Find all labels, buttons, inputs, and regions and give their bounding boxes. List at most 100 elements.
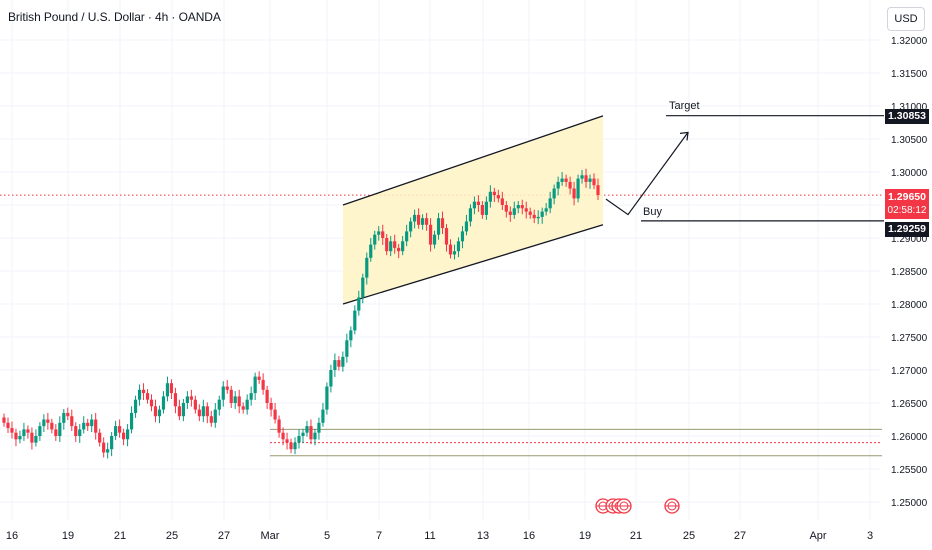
x-tick-label: 25 <box>683 530 695 542</box>
candle-body <box>277 419 281 433</box>
candle-body <box>2 417 6 423</box>
candle-body <box>94 419 98 433</box>
candle-body <box>508 211 512 215</box>
candle-body <box>141 389 146 394</box>
x-tick-label: 19 <box>579 530 591 542</box>
y-tick-label: 1.28000 <box>891 300 928 311</box>
candle-body <box>596 185 600 196</box>
candle-body <box>504 205 508 212</box>
candle-body <box>265 389 269 403</box>
candle-body <box>524 208 528 212</box>
candle-body <box>26 429 30 433</box>
projection-arrowhead <box>679 131 689 141</box>
candle-body <box>576 178 580 199</box>
candle-body <box>444 228 449 245</box>
candle-body <box>129 412 134 430</box>
channel-fill <box>343 115 603 305</box>
buy-annotation[interactable]: Buy <box>643 206 662 218</box>
candle-body <box>157 409 162 417</box>
event-icons[interactable] <box>595 498 680 514</box>
candle-body <box>285 439 289 443</box>
candle-body <box>114 426 118 436</box>
candle-body <box>452 251 457 255</box>
y-tick-label: 1.31500 <box>891 69 928 80</box>
candle-body <box>14 432 18 440</box>
candle-body <box>42 419 46 427</box>
candle-body <box>249 393 253 400</box>
candle-body <box>464 221 469 232</box>
channel-upper-line <box>342 115 604 206</box>
currency-button[interactable]: USD <box>887 7 925 31</box>
candle-body <box>409 221 413 232</box>
target-price-label: 1.30853 <box>885 109 929 124</box>
candle-body <box>381 231 385 238</box>
candle-body <box>480 205 484 215</box>
candle-body <box>189 396 193 400</box>
candle-body <box>281 432 285 440</box>
candle-body <box>225 386 229 390</box>
candle-body <box>432 234 437 245</box>
candle-body <box>325 386 329 410</box>
candle-body <box>213 409 217 423</box>
target-annotation[interactable]: Target <box>669 100 700 112</box>
candle-body <box>568 181 572 189</box>
x-tick-label: Mar <box>261 530 280 542</box>
x-tick-label: 16 <box>6 530 18 542</box>
candle-body <box>369 244 373 258</box>
candle-body <box>417 214 421 225</box>
candle-body <box>241 406 245 410</box>
candle-body <box>317 422 321 433</box>
candle-body <box>201 406 205 417</box>
candles <box>2 168 600 459</box>
ascending-channel[interactable] <box>342 115 604 305</box>
candle-body <box>337 360 341 367</box>
candle-body <box>349 330 353 341</box>
y-tick-label: 1.30500 <box>891 135 928 146</box>
candle-body <box>560 178 564 182</box>
price-axis[interactable]: 1.320001.315001.310001.305001.300001.295… <box>891 36 928 509</box>
candle-body <box>153 406 158 417</box>
economic-event-icon[interactable] <box>664 498 680 514</box>
candle-body <box>440 218 445 229</box>
candle-body <box>173 393 178 407</box>
candle-body <box>428 224 433 245</box>
candle-body <box>572 188 576 199</box>
candle-body <box>468 208 473 222</box>
x-tick-label: 19 <box>62 530 74 542</box>
candle-body <box>137 389 142 400</box>
y-tick-label: 1.30000 <box>891 168 928 179</box>
candle-body <box>405 231 409 242</box>
candle-body <box>145 393 150 400</box>
candle-body <box>98 432 102 443</box>
candle-body <box>74 426 78 436</box>
candle-body <box>305 426 309 433</box>
candle-body <box>460 231 465 242</box>
candle-body <box>118 426 122 433</box>
y-tick-label: 1.27500 <box>891 333 928 344</box>
candle-body <box>564 178 568 182</box>
candle-body <box>484 201 488 215</box>
candle-body <box>30 432 34 443</box>
candle-body <box>78 429 82 436</box>
candle-body <box>309 426 313 440</box>
candle-body <box>54 429 58 436</box>
candle-body <box>82 422 86 430</box>
candle-body <box>46 419 50 423</box>
candle-body <box>261 379 265 390</box>
candle-body <box>528 211 532 215</box>
drawings[interactable] <box>605 115 884 222</box>
x-tick-label: 5 <box>324 530 330 542</box>
candle-body <box>269 403 273 410</box>
x-tick-label: 11 <box>424 530 435 542</box>
candle-body <box>197 409 201 417</box>
chart-title: British Pound / U.S. Dollar · 4h · OANDA <box>8 10 221 24</box>
y-tick-label: 1.32000 <box>891 36 928 47</box>
time-axis[interactable]: 16 19 21 25 27 Mar 5 7 11 13 16 19 21 25 27 Apr 3 <box>6 530 873 542</box>
candle-body <box>169 383 174 394</box>
economic-event-icon[interactable] <box>616 498 632 514</box>
candle-body <box>110 436 114 450</box>
x-tick-label: 3 <box>867 530 873 542</box>
x-tick-label: 25 <box>166 530 178 542</box>
candle-body <box>393 241 397 248</box>
